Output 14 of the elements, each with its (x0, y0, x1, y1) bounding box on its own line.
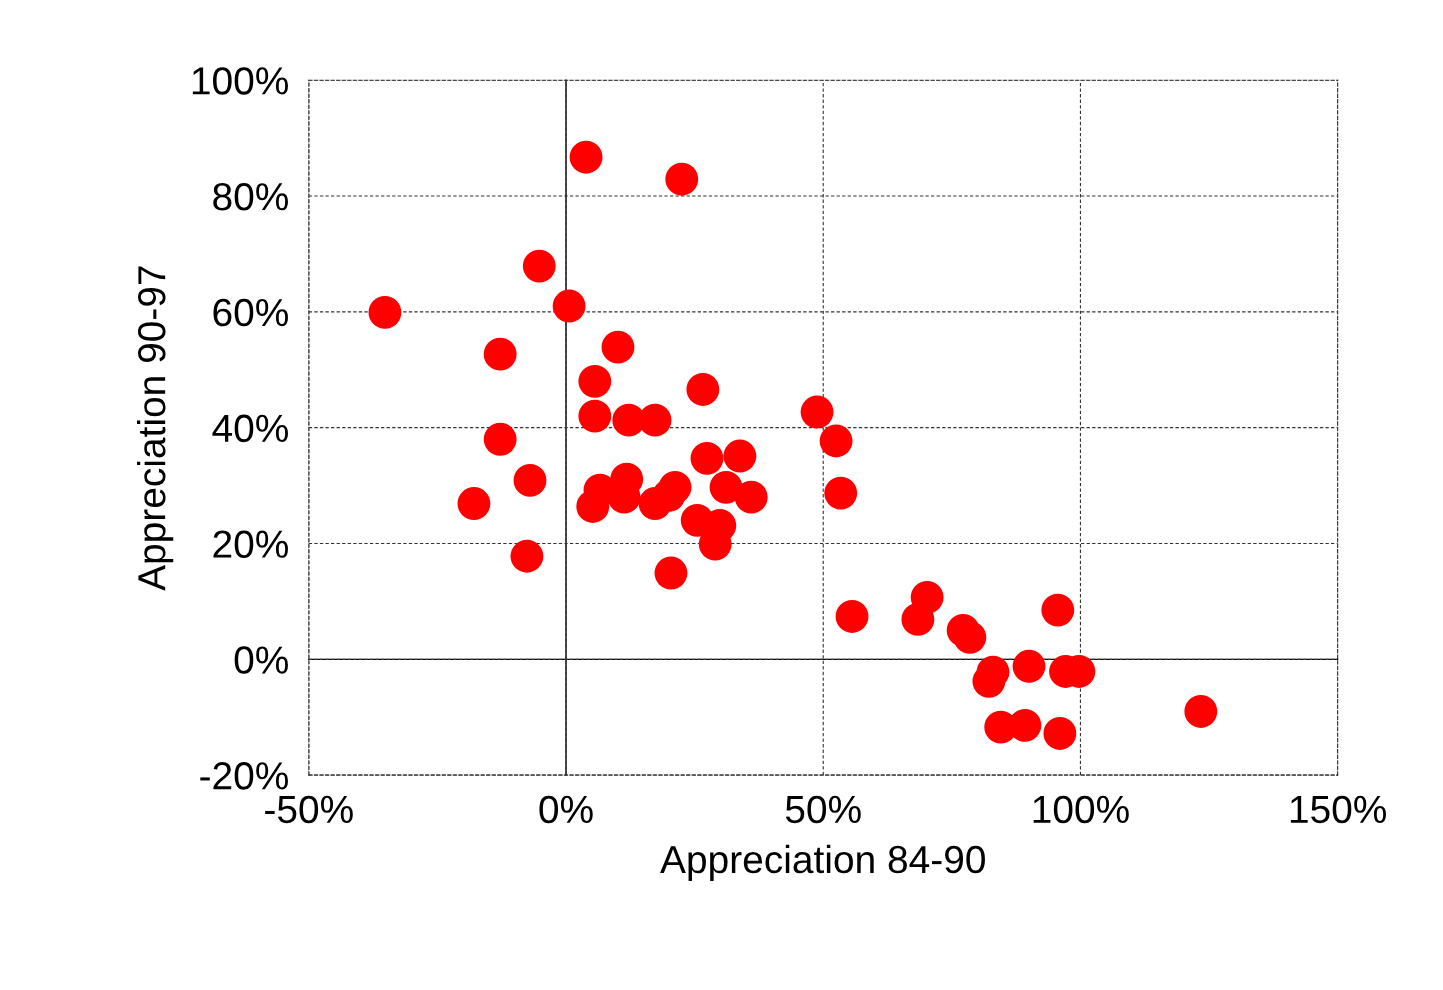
x-tick-label: 50% (785, 795, 861, 824)
x-tick-label: -50% (265, 795, 353, 824)
y-tick-label: 80% (213, 182, 288, 211)
y-tick-label: 60% (213, 298, 288, 327)
y-axis-title: Appreciation 90-97 (136, 266, 174, 591)
y-tick-label: -20% (200, 762, 288, 790)
x-axis-title: Appreciation 84-90 (660, 844, 985, 882)
y-tick-label: 40% (212, 414, 288, 443)
x-tick-label: 100% (1033, 795, 1129, 824)
y-tick-label: 20% (213, 530, 288, 558)
x-tick-label: 0% (539, 795, 593, 824)
y-tick-label: 0% (234, 646, 288, 674)
y-tick-label: 100% (192, 67, 288, 95)
x-tick-label: 150% (1290, 795, 1387, 824)
